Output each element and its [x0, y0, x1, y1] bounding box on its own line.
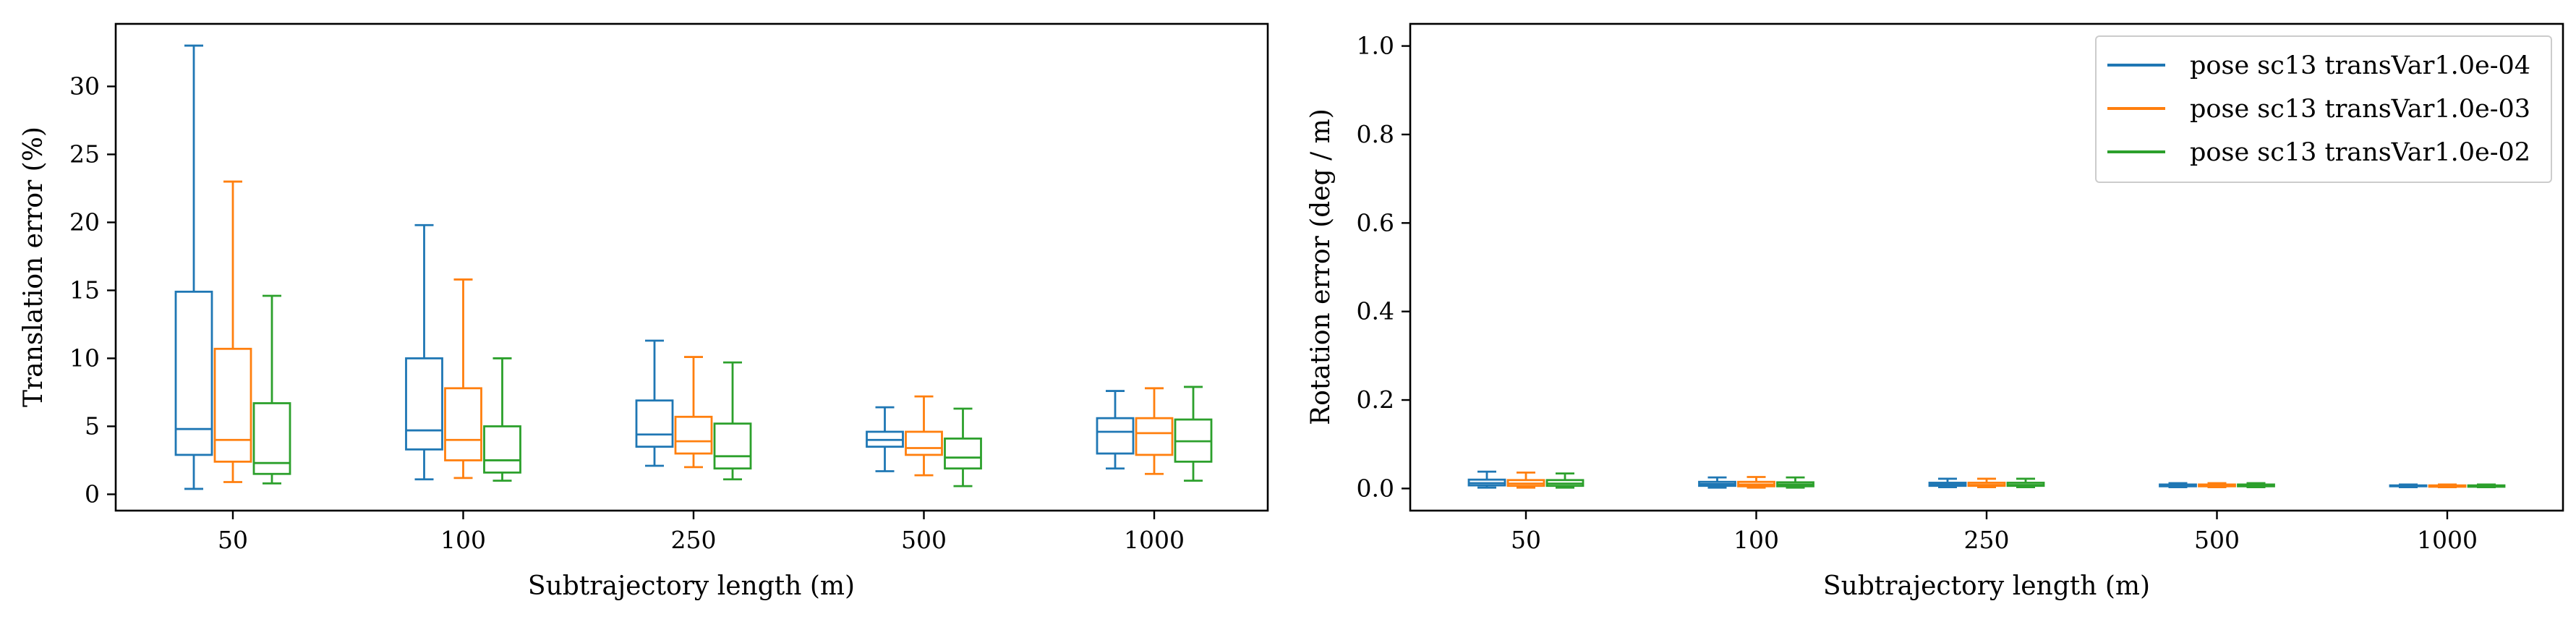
box-plot	[174, 44, 213, 490]
y-tick-label: 0.6	[1357, 208, 1394, 237]
box-plot	[635, 339, 674, 467]
y-tick-label: 5	[85, 412, 100, 440]
x-tick-label: 1000	[1124, 526, 1185, 554]
box-plot	[2389, 483, 2428, 488]
box-plot	[1776, 476, 1814, 489]
box-plot	[866, 406, 904, 472]
box-plot	[1928, 477, 1967, 488]
y-axis-label: Translation error (%)	[19, 127, 48, 407]
x-tick-label: 250	[671, 526, 717, 554]
box-plot	[905, 395, 943, 477]
y-tick-label: 10	[69, 344, 100, 372]
y-tick-label: 30	[69, 72, 100, 100]
y-tick-label: 0.0	[1357, 474, 1394, 502]
x-tick-label: 100	[440, 526, 486, 554]
box	[1096, 417, 1135, 455]
y-tick-label: 20	[69, 208, 100, 236]
box-plot	[713, 361, 752, 481]
box-plot	[2006, 477, 2045, 488]
y-axis-label: Rotation error (deg / m)	[1306, 108, 1336, 425]
box	[483, 425, 521, 474]
box	[635, 399, 674, 448]
box-plot	[2467, 483, 2506, 488]
y-tick-label: 1.0	[1357, 32, 1394, 60]
box	[674, 415, 713, 455]
rotation-error-chart: 0.0 0.2 0.4 0.6 0.8 1.0 50 100 250 500 1000 Subtr…	[1306, 22, 2564, 601]
translation-error-chart: 0 5 10 15 20 25 30 50 100 250 500 1000 Subtrajecto…	[19, 22, 1269, 601]
y-tick-label: 0.4	[1357, 297, 1394, 325]
legend-box	[2095, 35, 2552, 183]
plot-frame	[114, 22, 1269, 512]
box	[252, 402, 291, 475]
x-tick-label: 500	[901, 526, 947, 554]
box	[713, 422, 752, 470]
x-tick-label: 100	[1733, 526, 1779, 554]
box-plot	[1096, 390, 1135, 470]
box	[444, 387, 482, 461]
box-plot	[2159, 482, 2197, 488]
box-plot	[2198, 482, 2236, 488]
box-plot	[2237, 482, 2275, 488]
box	[405, 357, 443, 451]
box	[1135, 417, 1174, 456]
box-plot	[213, 180, 252, 483]
legend-entry: pose sc13 transVar1.0e-02	[2190, 138, 2530, 167]
box-plot	[1545, 472, 1585, 489]
legend-entry: pose sc13 transVar1.0e-04	[2190, 51, 2530, 80]
y-tick-label: 15	[69, 276, 100, 304]
box	[944, 437, 982, 470]
box-plot	[674, 356, 713, 469]
y-tick-label: 25	[69, 140, 100, 168]
box-plot	[252, 294, 291, 485]
box-plot	[444, 278, 482, 480]
box-plot	[1467, 470, 1506, 489]
y-tick-label: 0.8	[1357, 120, 1394, 148]
x-axis-label: Subtrajectory length (m)	[528, 571, 855, 601]
box-plot	[483, 357, 521, 482]
box-plot	[1135, 387, 1174, 475]
box	[174, 290, 213, 456]
box	[905, 430, 943, 456]
legend-entry: pose sc13 transVar1.0e-03	[2190, 95, 2530, 124]
y-tick-label: 0.2	[1357, 385, 1394, 414]
box-plot	[944, 407, 982, 487]
x-tick-label: 50	[218, 526, 248, 554]
box-plot	[405, 223, 443, 481]
box-plot	[1737, 476, 1775, 489]
x-axis-label: Subtrajectory length (m)	[1823, 571, 2150, 601]
box-plot	[2428, 483, 2467, 488]
box-plot	[1506, 471, 1545, 489]
box-plot	[1698, 476, 1736, 489]
box-plot	[1967, 477, 2006, 488]
x-tick-label: 250	[1964, 526, 2010, 554]
legend: pose sc13 transVar1.0e-04 pose sc13 trans…	[2095, 35, 2552, 183]
box	[213, 347, 252, 463]
box-plot	[1174, 385, 1213, 482]
x-tick-label: 500	[2194, 526, 2240, 554]
y-tick-label: 0	[85, 480, 100, 508]
x-tick-label: 50	[1511, 526, 1541, 554]
x-tick-label: 1000	[2417, 526, 2478, 554]
